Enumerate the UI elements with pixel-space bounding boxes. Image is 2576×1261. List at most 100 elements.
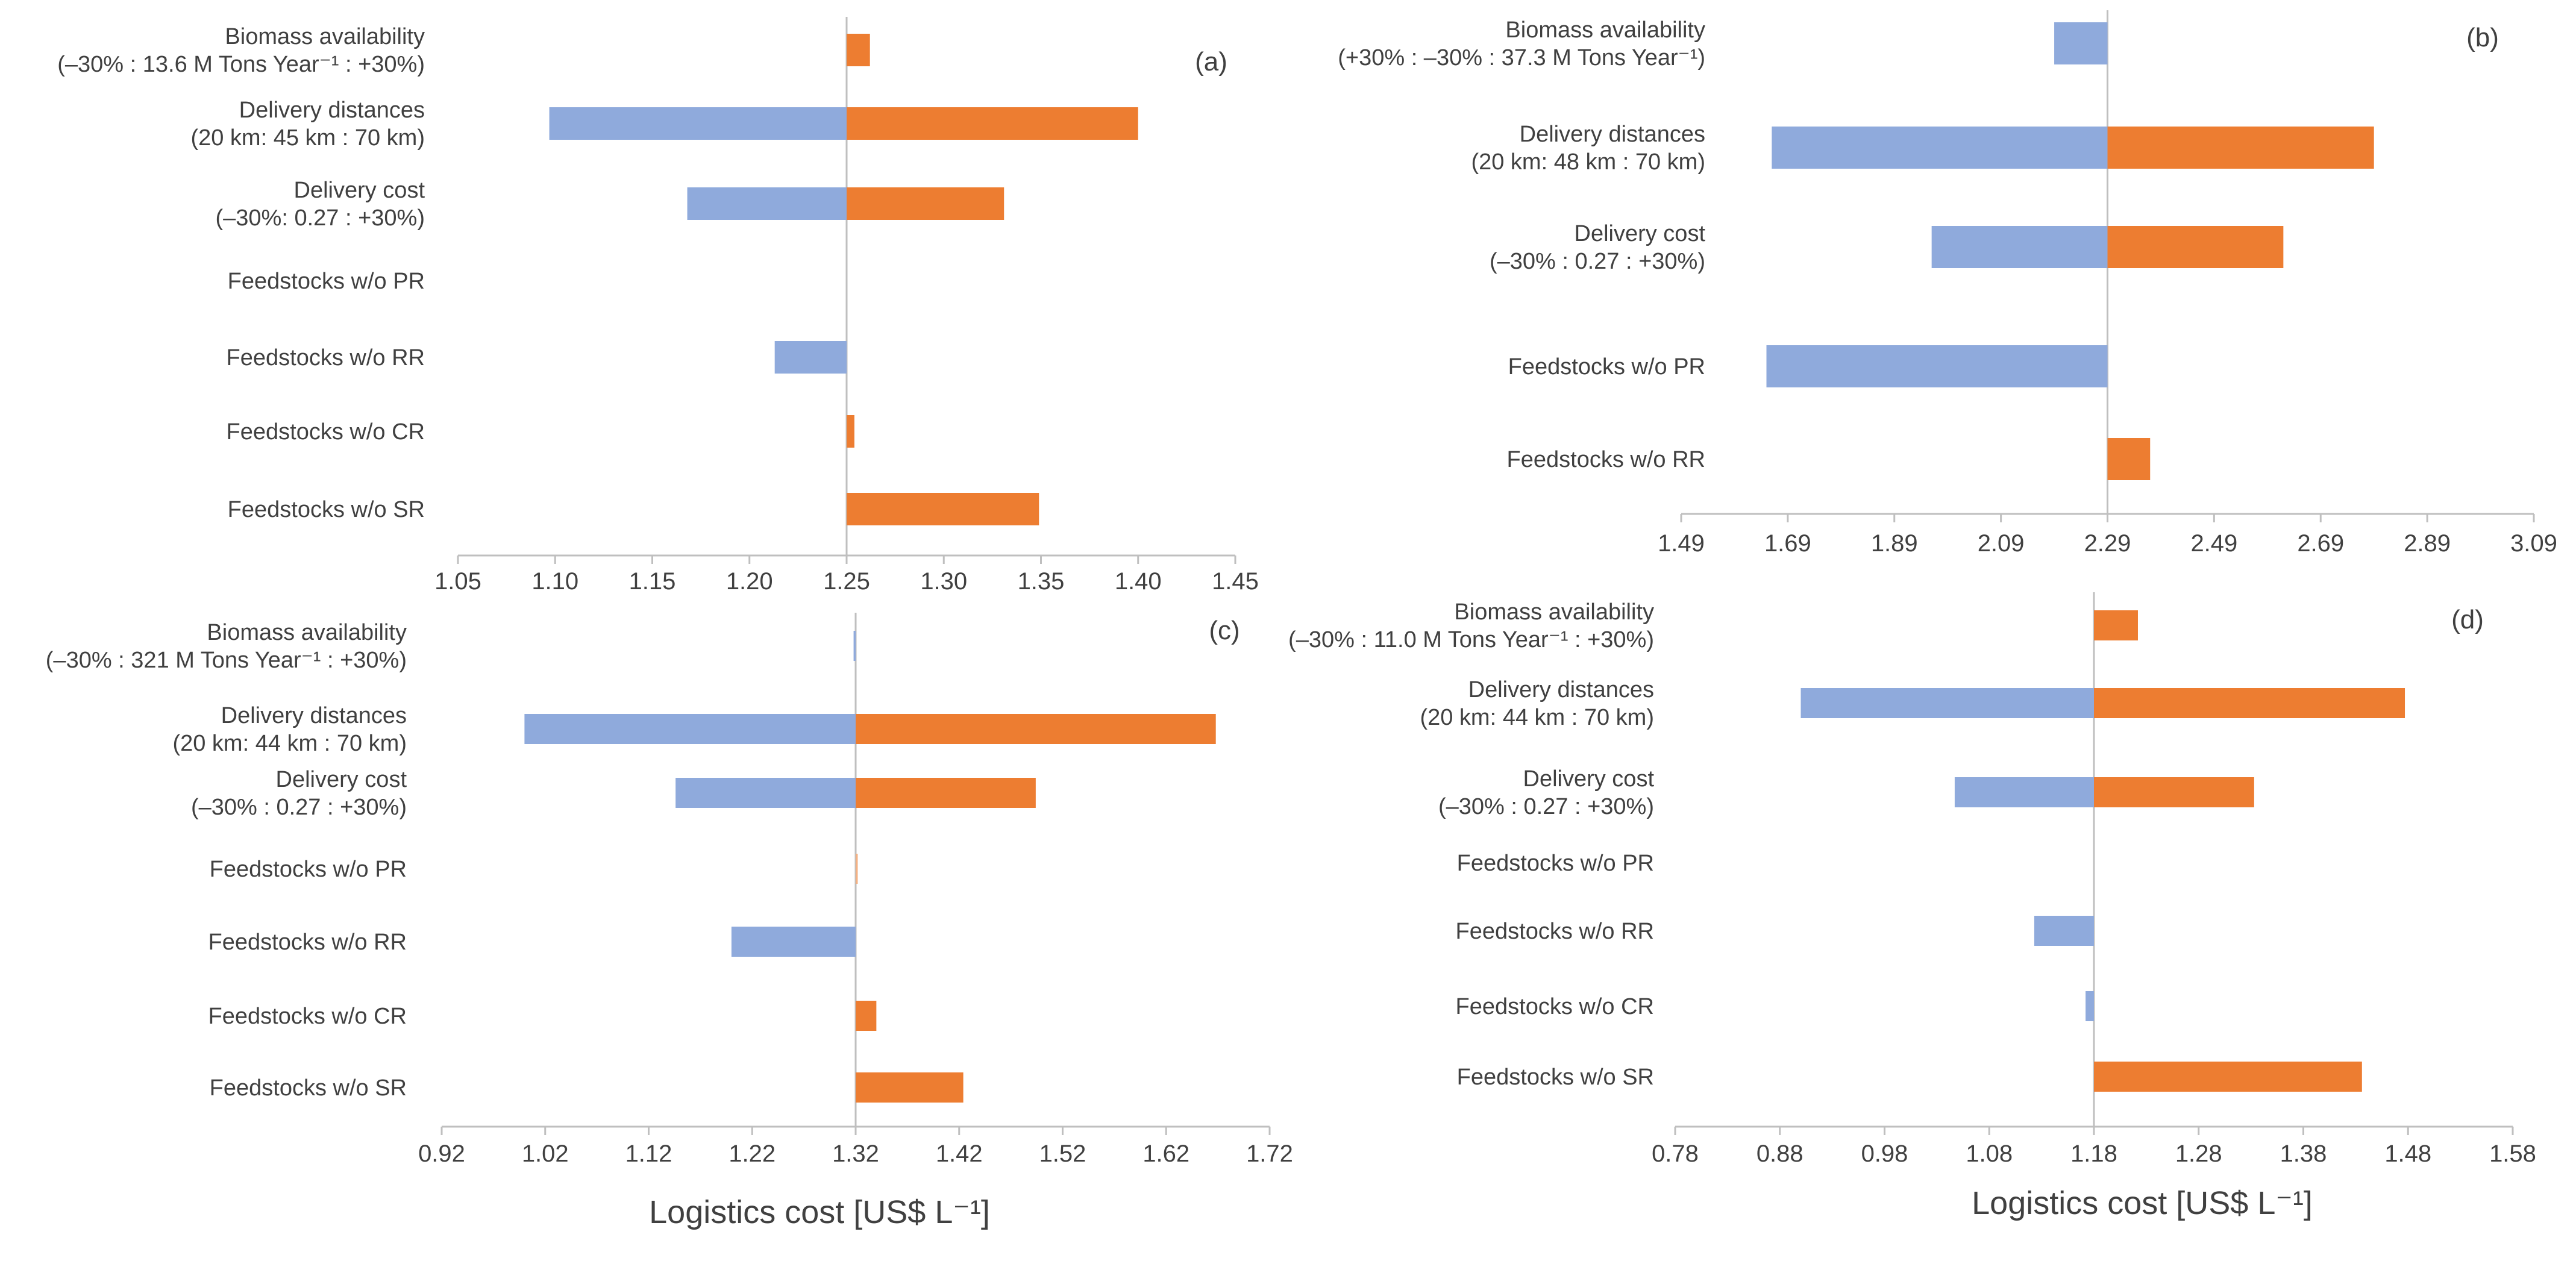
category-label: (–30% : 13.6 M Tons Year⁻¹ : +30%) [57, 52, 425, 77]
x-tick-label: 1.02 [522, 1141, 569, 1167]
category-label: Delivery cost [1575, 221, 1706, 246]
bar-high [856, 714, 1216, 744]
x-tick-label: 2.89 [2404, 530, 2451, 557]
category-label: Biomass availability [1505, 17, 1705, 43]
x-tick-label: 1.62 [1142, 1141, 1189, 1167]
bar-low [1954, 777, 2094, 807]
x-tick-label: 1.22 [729, 1141, 776, 1167]
bar-low [731, 927, 856, 957]
category-label: (20 km: 48 km : 70 km) [1471, 149, 1705, 175]
category-label: (20 km: 44 km : 70 km) [1420, 705, 1654, 730]
x-tick-label: 1.49 [1658, 530, 1705, 557]
panel-letter: (c) [1209, 616, 1239, 645]
category-label: (20 km: 45 km : 70 km) [190, 125, 425, 151]
x-tick-label: 1.32 [832, 1141, 879, 1167]
x-tick-label: 1.42 [936, 1141, 983, 1167]
x-tick-label: 1.10 [531, 568, 578, 595]
x-tick-label: 1.05 [434, 568, 481, 595]
x-tick-label: 1.30 [920, 568, 967, 595]
category-label: Delivery cost [294, 178, 425, 203]
bar-high [847, 187, 1004, 220]
bar-low [1766, 345, 2108, 387]
category-label: Biomass availability [225, 24, 425, 49]
bar-low [853, 631, 856, 661]
bar-high [2107, 127, 2374, 169]
bar-low [524, 714, 856, 744]
category-label: Feedstocks w/o SR [210, 1075, 407, 1101]
bar-high [856, 1072, 964, 1103]
category-label: Feedstocks w/o PR [228, 269, 425, 294]
x-tick-label: 1.08 [1966, 1141, 2013, 1167]
x-axis-title-left: Logistics cost [US$ L⁻¹] [649, 1194, 990, 1230]
x-tick-label: 0.98 [1861, 1141, 1908, 1167]
category-label: Biomass availability [1454, 599, 1654, 625]
x-tick-label: 1.48 [2384, 1141, 2431, 1167]
category-label: Feedstocks w/o CR [1456, 994, 1654, 1019]
category-label: Feedstocks w/o RR [208, 930, 407, 955]
category-label: Delivery cost [1523, 766, 1655, 792]
panel-letter: (b) [2466, 23, 2499, 52]
category-label: (20 km: 44 km : 70 km) [172, 731, 407, 756]
bar-low [549, 107, 847, 140]
category-label: (–30% : 321 M Tons Year⁻¹ : +30%) [46, 648, 407, 673]
category-label: Feedstocks w/o PR [1508, 354, 1705, 380]
bar-low [1931, 226, 2108, 268]
panel-letter: (d) [2451, 605, 2484, 634]
category-label: (–30% : 11.0 M Tons Year⁻¹ : +30%) [1288, 627, 1654, 652]
x-tick-label: 1.25 [823, 568, 870, 595]
category-label: Feedstocks w/o RR [1507, 447, 1705, 472]
bar-high [2094, 777, 2254, 807]
bar-high [847, 107, 1138, 140]
x-tick-label: 3.09 [2510, 530, 2557, 557]
category-label: Feedstocks w/o RR [227, 345, 425, 371]
bar-low [1772, 127, 2108, 169]
category-label: Feedstocks w/o RR [1456, 919, 1654, 944]
bar-high [847, 34, 870, 66]
bar-high [2094, 688, 2405, 718]
bar-high [2094, 610, 2138, 640]
x-tick-label: 1.72 [1246, 1141, 1293, 1167]
category-label: Delivery distances [1468, 677, 1654, 702]
x-tick-label: 1.20 [726, 568, 773, 595]
panel-letter: (a) [1195, 47, 1227, 77]
category-label: Delivery cost [276, 767, 407, 792]
x-tick-label: 0.78 [1652, 1141, 1699, 1167]
x-tick-label: 1.40 [1115, 568, 1162, 595]
bar-high [2094, 1062, 2362, 1092]
bar-high [856, 854, 858, 884]
bar-low [2054, 22, 2108, 64]
x-tick-label: 1.58 [2489, 1141, 2536, 1167]
bar-high [856, 1001, 877, 1031]
bar-high [856, 778, 1036, 808]
category-label: (–30%: 0.27 : +30%) [216, 205, 425, 231]
category-label: Feedstocks w/o CR [227, 419, 425, 445]
category-label: Delivery distances [239, 98, 425, 123]
bar-low [2034, 916, 2094, 946]
x-tick-label: 0.92 [418, 1141, 465, 1167]
bar-low [1800, 688, 2094, 718]
bar-low [2086, 991, 2094, 1021]
x-tick-label: 1.28 [2175, 1141, 2222, 1167]
category-label: (–30% : 0.27 : +30%) [191, 795, 407, 820]
x-axis-title-right: Logistics cost [US$ L⁻¹] [1972, 1185, 2313, 1221]
bar-low [687, 187, 847, 220]
bar-low [675, 778, 856, 808]
x-tick-label: 1.35 [1018, 568, 1065, 595]
category-label: Delivery distances [221, 703, 407, 728]
category-label: (+30% : –30% : 37.3 M Tons Year⁻¹) [1338, 45, 1705, 70]
category-label: (–30% : 0.27 : +30%) [1438, 794, 1654, 819]
x-tick-label: 2.29 [2084, 530, 2131, 557]
x-tick-label: 1.15 [629, 568, 676, 595]
category-label: Biomass availability [207, 620, 407, 645]
category-label: (–30% : 0.27 : +30%) [1490, 249, 1705, 274]
x-tick-label: 2.69 [2297, 530, 2344, 557]
bar-high [2107, 226, 2284, 268]
category-label: Feedstocks w/o PR [210, 857, 407, 882]
x-tick-label: 0.88 [1757, 1141, 1804, 1167]
bar-high [847, 493, 1039, 525]
x-tick-label: 1.12 [625, 1141, 672, 1167]
category-label: Feedstocks w/o SR [1457, 1065, 1654, 1090]
bar-low [774, 341, 847, 374]
